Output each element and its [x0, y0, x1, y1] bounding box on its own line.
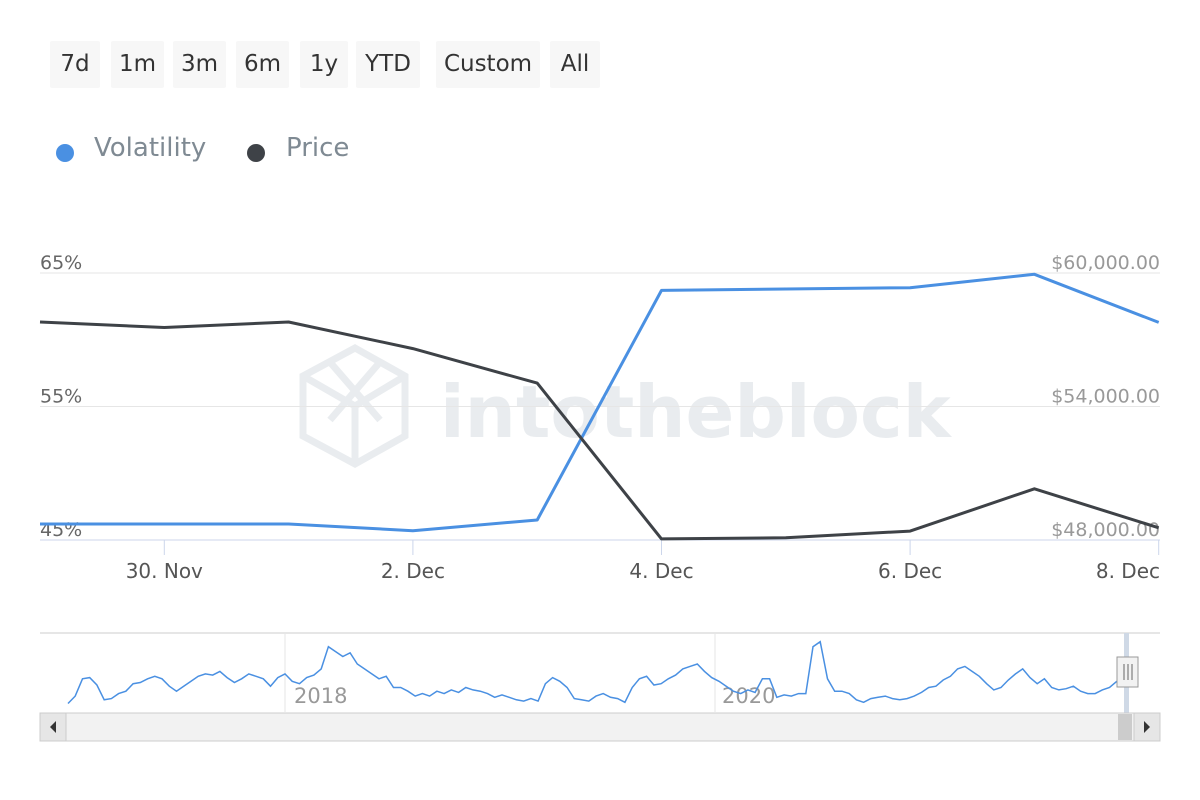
navigator: 2018 2020	[39, 632, 1161, 742]
navigator-series-line	[67, 640, 1125, 705]
legend-label-volatility: Volatility	[94, 133, 207, 163]
watermark: intotheblock	[299, 344, 953, 468]
arrow-right-icon	[1144, 721, 1150, 733]
scroll-right-button[interactable]	[1133, 712, 1161, 742]
navigator-handle[interactable]	[1116, 656, 1139, 688]
series-line-volatility	[40, 272, 1160, 533]
y-left-tick-label: 65%	[40, 252, 82, 274]
navigator-label-2020: 2020	[722, 684, 775, 708]
x-tick-label: 30. Nov	[126, 559, 203, 583]
range-button-3m[interactable]: 3m	[173, 41, 226, 88]
range-button-1m[interactable]: 1m	[111, 41, 164, 88]
x-tick-label: 2. Dec	[381, 559, 445, 583]
watermark-text: intotheblock	[440, 370, 953, 454]
price-marker-icon	[247, 144, 265, 162]
legend-label-price: Price	[286, 133, 350, 163]
volatility-marker-icon	[56, 144, 74, 162]
main-chart: intotheblock 65% $60,000.00 55% $54,000.00 4…	[39, 252, 1160, 583]
y-left-tick-label: 55%	[40, 386, 82, 408]
y-right-tick-label: $54,000.00	[1051, 386, 1160, 408]
scroll-left-button[interactable]	[39, 712, 67, 742]
x-tick-label: 8. Dec	[1096, 559, 1160, 583]
navigator-label-2018: 2018	[294, 684, 347, 708]
x-tick-label: 6. Dec	[878, 559, 942, 583]
range-button-1y[interactable]: 1y	[300, 41, 348, 88]
range-button-7d[interactable]: 7d	[50, 41, 100, 88]
range-button-all[interactable]: All	[550, 41, 600, 88]
arrow-left-icon	[50, 721, 56, 733]
y-left-tick-label: 45%	[40, 519, 82, 541]
y-right-tick-label: $60,000.00	[1051, 252, 1160, 274]
range-button-custom[interactable]: Custom	[436, 41, 540, 88]
legend-item-price[interactable]: Price	[245, 130, 360, 170]
cube-logo-icon	[299, 344, 409, 468]
x-tick-label: 4. Dec	[629, 559, 693, 583]
y-right-tick-label: $48,000.00	[1051, 519, 1160, 541]
range-button-ytd[interactable]: YTD	[356, 41, 420, 88]
scrollbar[interactable]	[39, 712, 1161, 742]
range-button-6m[interactable]: 6m	[236, 41, 289, 88]
series-line-price	[39, 320, 1160, 541]
legend-item-volatility[interactable]: Volatility	[52, 130, 217, 170]
